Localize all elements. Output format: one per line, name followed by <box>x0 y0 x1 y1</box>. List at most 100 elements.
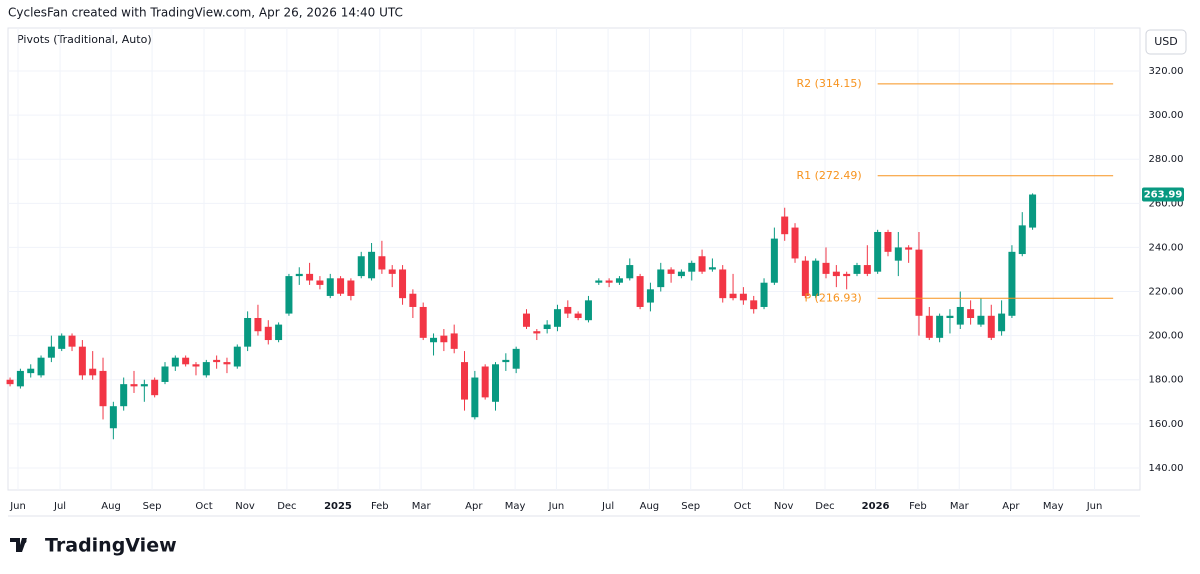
candle-body <box>956 306 964 325</box>
x-tick-label: Oct <box>734 501 751 512</box>
candle-body <box>1029 194 1037 228</box>
currency-button[interactable] <box>1145 29 1187 55</box>
x-tick-label: Apr <box>465 501 483 512</box>
candle-body <box>863 265 871 274</box>
pivot-label: R1 (272.49) <box>796 169 861 182</box>
candle-body <box>936 315 944 338</box>
x-tick-label: Mar <box>412 501 432 512</box>
candle-body <box>492 364 500 402</box>
candle-body <box>399 269 407 299</box>
x-tick-label: Dec <box>815 501 834 512</box>
candle-body <box>16 370 24 387</box>
candle-body <box>58 335 66 349</box>
candle-body <box>750 300 758 310</box>
candle-body <box>584 300 592 321</box>
candle-body <box>574 313 582 318</box>
brand: TradingView <box>45 535 177 557</box>
logo: TradingView <box>10 535 177 557</box>
x-tick-label: 2025 <box>324 501 352 512</box>
candle-body <box>89 368 97 376</box>
x-tick-label: Dec <box>277 501 296 512</box>
plot-frame <box>7 27 1141 491</box>
candle-body <box>688 262 696 272</box>
candle-body <box>37 357 45 376</box>
candle-body <box>998 313 1006 332</box>
candle-body <box>533 331 541 334</box>
y-tick-label: 200.00 <box>1149 331 1184 342</box>
candle-body <box>440 335 448 343</box>
logo-dot <box>21 538 27 544</box>
candle-body <box>295 273 303 277</box>
candle-body <box>905 247 913 250</box>
last-price-label: 263.99 <box>1144 190 1183 201</box>
candle-body <box>832 271 840 277</box>
pivot-label: R2 (314.15) <box>796 77 861 90</box>
candle-body <box>223 362 231 365</box>
candle-body <box>337 278 345 294</box>
x-tick-label: Jun <box>9 501 26 512</box>
x-tick-label: Apr <box>1002 501 1020 512</box>
y-tick-label: 160.00 <box>1149 419 1184 430</box>
candle-body <box>130 384 138 387</box>
x-tick-label: Aug <box>101 501 121 512</box>
candle-body <box>739 293 747 301</box>
candle-body <box>822 262 830 274</box>
candle-body <box>120 384 128 407</box>
candle-body <box>946 315 954 318</box>
candle-body <box>202 362 210 376</box>
pivot-label: P (216.93) <box>804 291 861 304</box>
candle-body <box>481 366 489 398</box>
candle-body <box>233 346 241 367</box>
candle-body <box>512 348 520 369</box>
candle-body <box>646 289 654 303</box>
indicator-label: Pivots (Traditional, Auto) <box>17 33 152 46</box>
candle-body <box>925 315 933 338</box>
candle-body <box>27 368 35 374</box>
candle-body <box>894 247 902 261</box>
candle-body <box>213 359 221 363</box>
candle-body <box>357 256 365 277</box>
y-tick-label: 260.00 <box>1149 198 1184 209</box>
candle-body <box>626 265 634 279</box>
candle-body <box>522 313 530 327</box>
candle-body <box>47 346 55 358</box>
x-tick-label: Feb <box>909 501 927 512</box>
candle-body <box>109 406 117 429</box>
plot: 140.00 160.00 180.00 200.00 220.00 240.00 260.… <box>6 28 1184 512</box>
x-tick-label: Jun <box>548 501 565 512</box>
candle-body <box>967 309 975 318</box>
candle-body <box>853 265 861 274</box>
candle-body <box>843 273 851 277</box>
candle-body <box>667 269 675 274</box>
x-tick-label: Nov <box>235 501 255 512</box>
x-tick-label: May <box>1043 501 1064 512</box>
candle-body <box>605 280 613 283</box>
x-tick-label: Sep <box>681 501 700 512</box>
candle-body <box>461 362 469 400</box>
last-price-tag <box>1142 187 1184 202</box>
x-tick-label: Jul <box>53 501 66 512</box>
candle-body <box>140 384 148 387</box>
candle-body <box>450 333 458 349</box>
candle-body <box>275 324 283 341</box>
candle-body <box>78 346 86 376</box>
candle-body <box>781 216 789 235</box>
x-tick-label: Oct <box>195 501 212 512</box>
y-tick-label: 300.00 <box>1149 110 1184 121</box>
candle-body <box>99 370 107 407</box>
candle-body <box>564 306 572 314</box>
candle-body <box>161 366 169 382</box>
x-tick-label: Nov <box>774 501 794 512</box>
candle-body <box>553 309 561 327</box>
candle-body <box>171 357 179 367</box>
candle-body <box>409 293 417 307</box>
y-tick-label: 240.00 <box>1149 242 1184 253</box>
candle-body <box>719 269 727 299</box>
candle-body <box>388 269 396 274</box>
candle-body <box>316 280 324 285</box>
x-tick-label: Sep <box>143 501 162 512</box>
candle-body <box>347 280 355 296</box>
candle-body <box>812 260 820 296</box>
